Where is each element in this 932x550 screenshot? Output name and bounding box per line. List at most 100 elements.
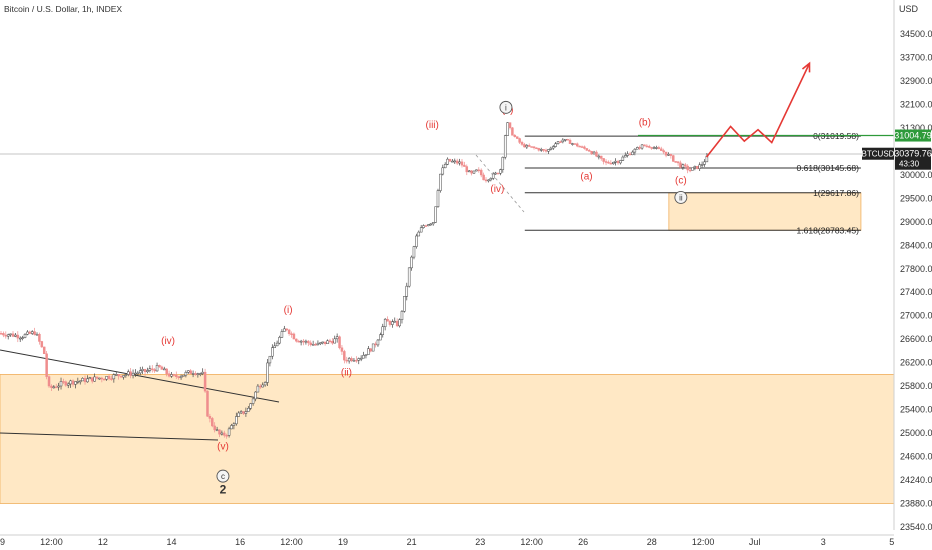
candle-body (597, 155, 601, 158)
candle-body (81, 378, 84, 382)
candle-body (256, 385, 260, 393)
candle-body (249, 403, 252, 409)
candle-body (527, 145, 531, 147)
candle-body (422, 225, 425, 228)
time-tick-4: 16 (235, 537, 245, 547)
candle-body (331, 341, 334, 344)
candle-body (160, 366, 164, 370)
candle-body (388, 320, 392, 325)
candle-body (170, 374, 173, 377)
candle-body (530, 146, 533, 148)
candle-body (187, 370, 190, 373)
candle-body (556, 141, 560, 144)
candle-body (177, 376, 180, 379)
time-tick-9: 12:00 (520, 537, 543, 547)
candle-body (503, 135, 507, 158)
candle-body (90, 377, 94, 382)
candle-body (0, 333, 3, 335)
candle-body (427, 224, 430, 227)
candle-body (566, 138, 569, 141)
candle-body (62, 381, 65, 383)
candle-body (52, 386, 56, 389)
candle-body (587, 150, 591, 152)
candle-body (451, 160, 454, 163)
symbol-badge-text: BTCUSD (862, 150, 895, 159)
candle-body (131, 372, 135, 376)
price-tick-6: 30000.00 (900, 170, 932, 180)
candle-body (479, 169, 483, 176)
time-tick-0: 9 (0, 537, 5, 547)
candle-body (66, 383, 70, 386)
price-tick-8: 29000.00 (900, 217, 932, 227)
candle-body (688, 169, 692, 172)
candle-body (88, 377, 92, 380)
candle-body (571, 143, 574, 145)
candle-body (660, 148, 663, 151)
candle-body (417, 231, 421, 237)
candle-body (398, 319, 401, 327)
candle-body (434, 206, 437, 223)
candle-body (602, 158, 605, 162)
candle-body (2, 333, 5, 336)
candle-body (465, 166, 469, 173)
candle-body (30, 331, 34, 334)
candle-body (640, 144, 644, 149)
wave-label-7: (a) (580, 172, 592, 183)
time-tick-11: 28 (647, 537, 657, 547)
candle-body (247, 407, 250, 412)
candle-body (633, 148, 637, 153)
candle-body (676, 161, 680, 164)
candle-body (287, 329, 291, 334)
candle-body (446, 158, 449, 165)
candle-body (230, 425, 233, 430)
candle-body (691, 167, 694, 171)
candle-body (45, 353, 48, 377)
candle-body (6, 334, 10, 337)
candle-body (273, 345, 276, 348)
candle-body (141, 368, 144, 371)
candle-body (472, 170, 476, 174)
candle-body (371, 343, 375, 352)
last-price-text: 30379.76 (894, 149, 932, 159)
candle-body (117, 374, 120, 377)
candle-body (263, 382, 267, 386)
price-tick-10: 27800.00 (900, 264, 932, 274)
dashed-channel-line (475, 154, 525, 213)
candle-body (662, 150, 665, 153)
candle-body (595, 151, 598, 157)
candle-body (74, 381, 77, 385)
candle-body (379, 334, 382, 341)
candle-body (614, 160, 617, 163)
candle-body (535, 147, 538, 150)
time-tick-2: 12 (98, 537, 108, 547)
candle-body (11, 333, 15, 337)
candle-body (100, 377, 104, 380)
candle-body (643, 144, 646, 147)
candle-body (537, 148, 541, 151)
candle-body (352, 359, 356, 362)
candle-body (429, 223, 433, 226)
candle-body (513, 135, 517, 137)
candle-body (585, 148, 589, 151)
candle-body (235, 416, 238, 425)
candle-body (619, 160, 622, 164)
time-tick-3: 14 (166, 537, 176, 547)
candle-body (700, 164, 704, 166)
candle-body (292, 333, 296, 340)
candle-body (191, 373, 195, 375)
candle-body (355, 359, 358, 362)
price-tick-12: 27000.00 (900, 311, 932, 321)
candle-body (583, 146, 586, 149)
candle-body (259, 385, 262, 388)
candle-body (515, 136, 519, 139)
candle-body (604, 161, 608, 163)
candle-body (112, 374, 116, 380)
candle-body (343, 351, 346, 361)
price-tick-21: 23540.00 (900, 522, 932, 532)
circled-wave-marker-2 (674, 190, 688, 204)
candle-body (26, 331, 29, 335)
candle-body (239, 411, 243, 414)
projection-arrowhead (801, 61, 811, 73)
candle-body (400, 311, 404, 320)
